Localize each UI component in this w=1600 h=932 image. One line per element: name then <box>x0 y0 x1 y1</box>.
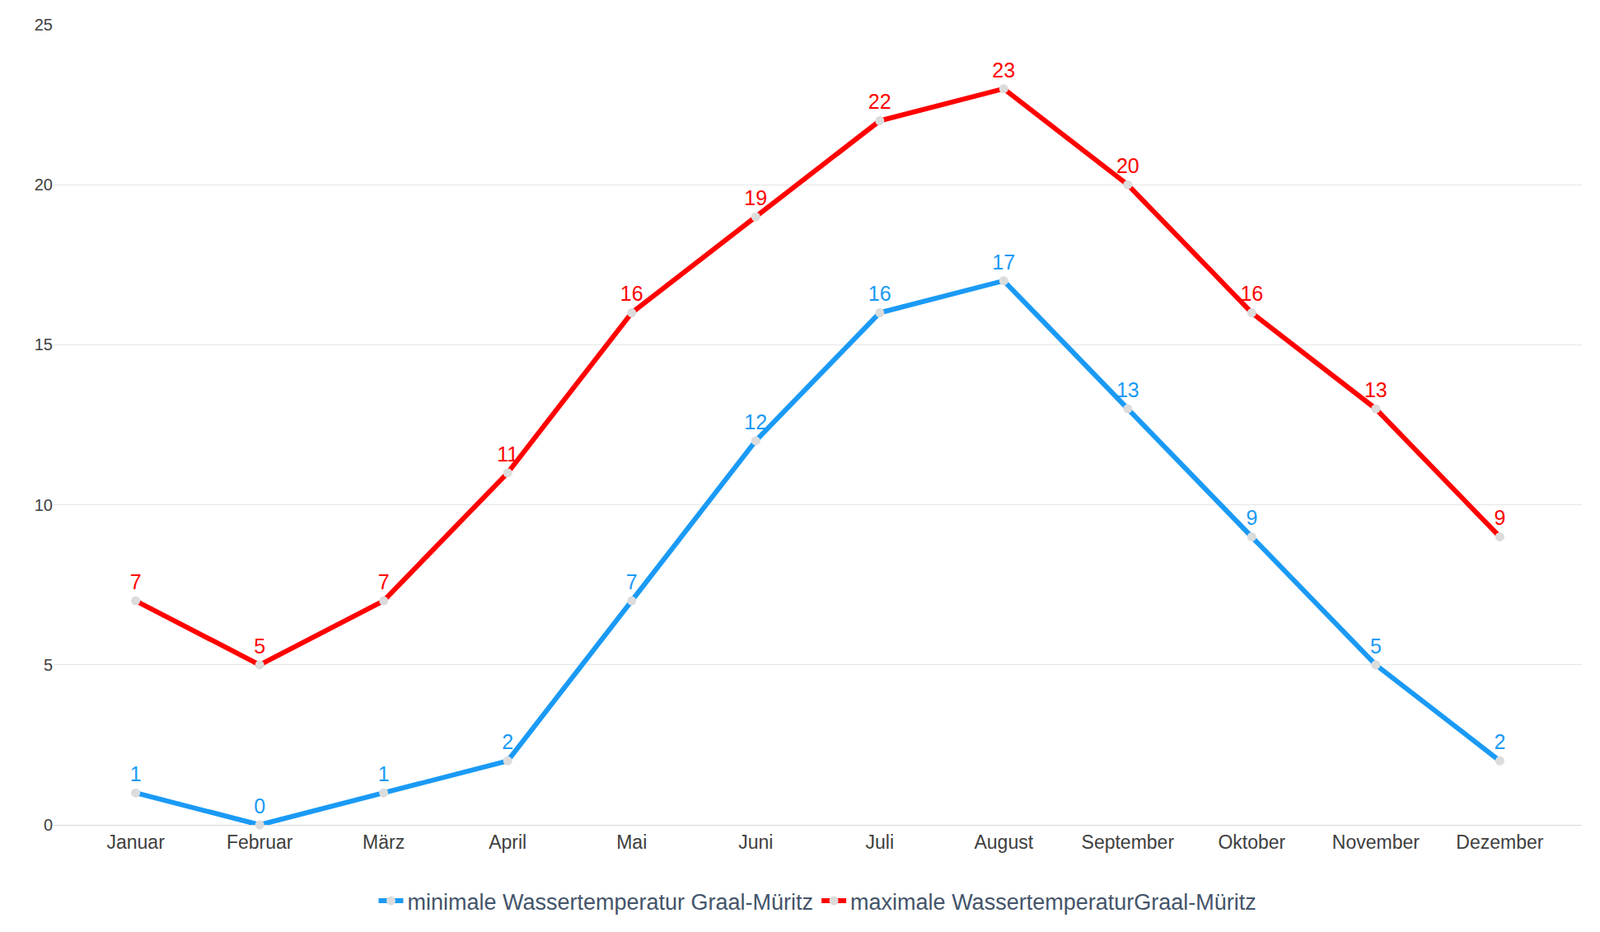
svg-text:16: 16 <box>868 281 892 305</box>
svg-text:0: 0 <box>43 815 53 834</box>
svg-text:Dezember: Dezember <box>1455 831 1544 853</box>
svg-text:10: 10 <box>34 495 53 515</box>
svg-text:15: 15 <box>34 335 53 354</box>
svg-text:September: September <box>1081 831 1175 853</box>
svg-text:5: 5 <box>1370 634 1382 658</box>
svg-text:13: 13 <box>1364 378 1388 402</box>
svg-text:11: 11 <box>496 442 519 466</box>
svg-text:Januar: Januar <box>106 831 165 853</box>
svg-text:7: 7 <box>130 570 142 594</box>
svg-text:Februar: Februar <box>226 831 294 853</box>
svg-text:0: 0 <box>253 794 266 818</box>
svg-text:16: 16 <box>620 281 644 305</box>
svg-text:7: 7 <box>626 570 638 594</box>
svg-text:Mai: Mai <box>616 831 647 853</box>
svg-text:20: 20 <box>1116 154 1140 178</box>
svg-text:Oktober: Oktober <box>1217 831 1286 853</box>
svg-text:April: April <box>488 831 527 853</box>
svg-text:minimale Wassertemperatur Graa: minimale Wassertemperatur Graal-Müritz <box>407 889 815 915</box>
svg-text:12: 12 <box>743 410 768 434</box>
svg-text:2: 2 <box>1493 729 1506 754</box>
svg-text:9: 9 <box>1493 505 1506 529</box>
svg-text:9: 9 <box>1245 505 1258 529</box>
svg-text:5: 5 <box>253 634 266 658</box>
svg-text:22: 22 <box>868 89 892 113</box>
svg-text:5: 5 <box>43 655 53 674</box>
svg-text:23: 23 <box>991 58 1016 82</box>
svg-text:19: 19 <box>743 186 768 210</box>
svg-text:16: 16 <box>1239 281 1264 305</box>
svg-text:August: August <box>973 831 1034 853</box>
svg-text:Juli: Juli <box>865 831 895 853</box>
svg-text:Juni: Juni <box>738 831 773 853</box>
svg-text:20: 20 <box>34 175 53 194</box>
svg-text:7: 7 <box>378 570 390 594</box>
svg-text:1: 1 <box>130 762 142 786</box>
svg-text:maximale WassertemperaturGraal: maximale WassertemperaturGraal-Müritz <box>850 889 1257 915</box>
svg-text:1: 1 <box>378 762 390 786</box>
svg-text:25: 25 <box>34 15 53 34</box>
svg-text:März: März <box>362 831 405 853</box>
svg-text:November: November <box>1332 831 1420 853</box>
svg-text:17: 17 <box>991 250 1016 274</box>
svg-text:2: 2 <box>501 729 514 754</box>
svg-text:13: 13 <box>1116 378 1140 402</box>
